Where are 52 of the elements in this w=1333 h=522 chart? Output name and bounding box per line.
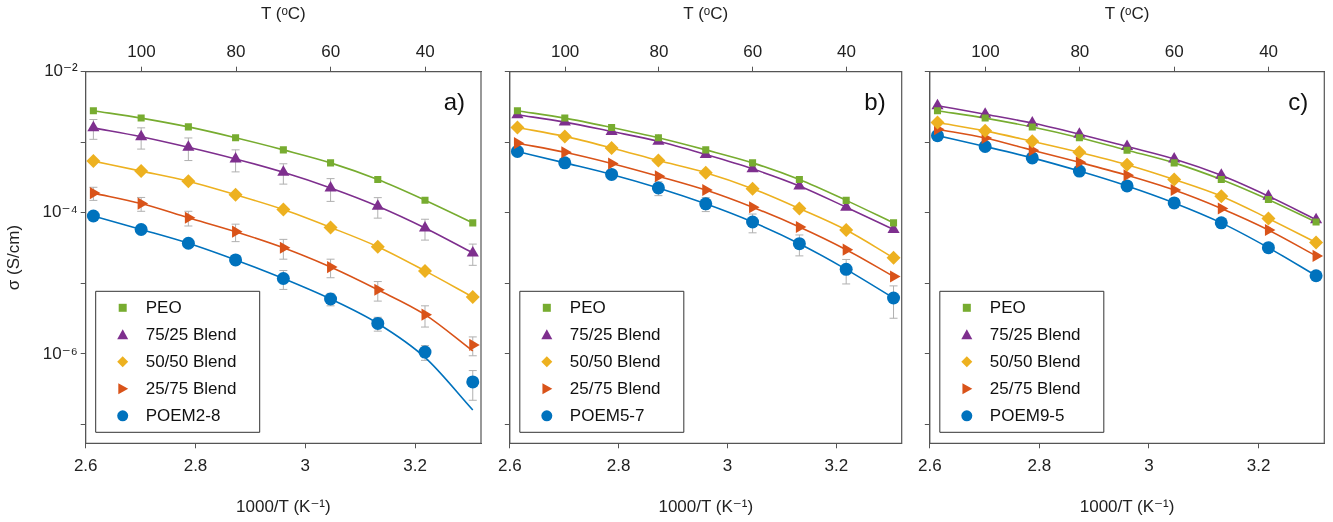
legend-label: POEM9-5 [989,406,1065,426]
annotation: c) [1288,88,1309,116]
y-tick-label: 10⁻² [44,61,79,81]
annotation: b) [864,88,886,116]
x2-tick-label: 100 [550,42,580,62]
y-axis-title: σ (S/cm) [3,224,23,291]
legend-label: PEO [145,298,182,318]
legend-label: 75/25 Blend [569,325,661,345]
annotation: a) [443,88,465,116]
y-tick-label: 10⁻⁶ [42,343,78,363]
x2-tick-label: 80 [226,42,246,62]
legend-label: PEO [569,298,606,318]
x2-tick-label: 80 [1070,42,1090,62]
legend-label: POEM2-8 [145,406,221,426]
x-tick-label: 2.8 [606,456,631,476]
legend-label: 25/75 Blend [145,379,237,399]
x2-tick-label: 100 [971,42,1000,62]
legend-label: 75/25 Blend [989,325,1081,345]
x-tick-label: 3.2 [824,456,849,476]
x2-tick-label: 60 [321,42,341,62]
y-tick-label: 10⁻⁴ [42,202,78,222]
legend-label: POEM5-7 [569,406,645,426]
legend-label: 50/50 Blend [569,352,661,372]
x2-axis-title: T (ᵒC) [260,3,306,23]
legend-label: 50/50 Blend [145,352,237,372]
x-axis-title: 1000/T (K⁻¹) [658,497,754,517]
x2-tick-label: 60 [743,42,763,62]
x2-tick-label: 40 [836,42,856,62]
x2-tick-label: 40 [415,42,435,62]
x2-axis-title: T (ᵒC) [683,3,729,23]
x-tick-label: 2.6 [73,456,98,476]
x-tick-label: 3 [1144,456,1154,476]
x2-tick-label: 80 [649,42,669,62]
legend-label: PEO [989,298,1026,318]
legend-label: 75/25 Blend [145,325,237,345]
x2-tick-label: 60 [1164,42,1184,62]
x-tick-label: 2.8 [1027,456,1052,476]
x2-axis-title: T (ᵒC) [1104,3,1150,23]
x-tick-label: 3 [722,456,733,476]
x-tick-label: 2.8 [183,456,208,476]
x-axis-title: 1000/T (K⁻¹) [236,497,331,517]
legend-label: 25/75 Blend [569,379,661,399]
legend-label: 50/50 Blend [989,352,1081,372]
x-tick-label: 3.2 [1246,456,1271,476]
x-tick-label: 2.6 [918,456,942,476]
legend-label: 25/75 Blend [989,379,1081,399]
x-tick-label: 2.6 [498,456,522,476]
x2-tick-label: 40 [1259,42,1279,62]
x-tick-label: 3 [300,456,311,476]
x2-tick-label: 100 [127,42,156,62]
x-tick-label: 3.2 [403,456,427,476]
x-axis-title: 1000/T (K⁻¹) [1079,497,1175,517]
